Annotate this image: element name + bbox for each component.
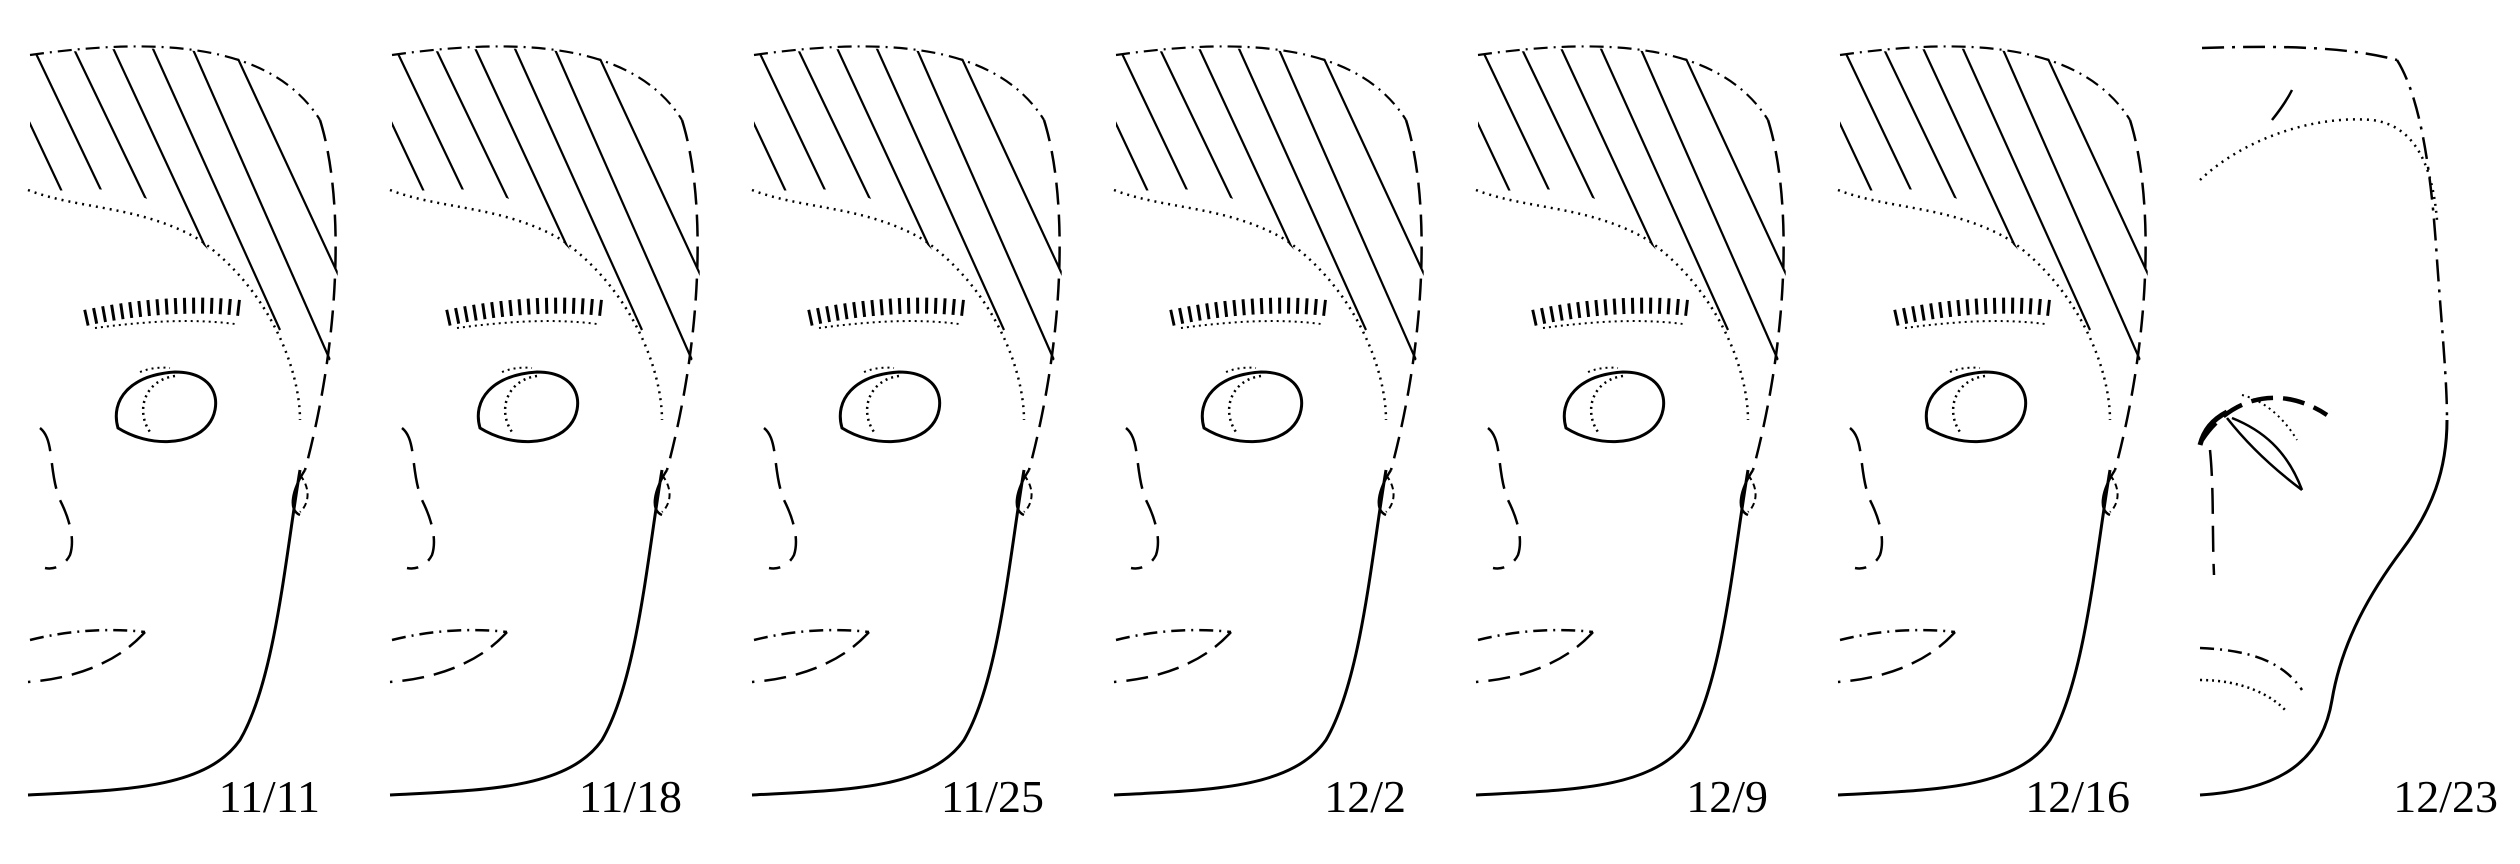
face-drawing — [362, 20, 712, 795]
panel-5: 12/9 — [1448, 20, 1798, 822]
date-label: 11/25 — [941, 771, 1044, 822]
date-label: 12/16 — [2025, 771, 2130, 822]
face-drawing — [1448, 20, 1798, 795]
date-label: 12/2 — [1324, 771, 1406, 822]
panel-4: 12/2 — [1086, 20, 1436, 822]
date-label: 12/23 — [2393, 771, 2498, 822]
date-label: 11/11 — [219, 771, 320, 822]
date-label: 11/18 — [579, 771, 682, 822]
face-profile-drawing — [2200, 47, 2447, 795]
face-drawing — [0, 20, 350, 795]
panel-6: 12/16 — [1810, 20, 2160, 822]
face-drawing — [724, 20, 1074, 795]
face-drawing — [1086, 20, 1436, 795]
face-drawing — [1810, 20, 2160, 795]
panel-3: 11/25 — [724, 20, 1074, 822]
panel-2: 11/18 — [362, 20, 712, 822]
panel-1: 11/11 — [0, 20, 350, 822]
panel-7: 12/23 — [2200, 47, 2498, 822]
date-label: 12/9 — [1686, 771, 1768, 822]
